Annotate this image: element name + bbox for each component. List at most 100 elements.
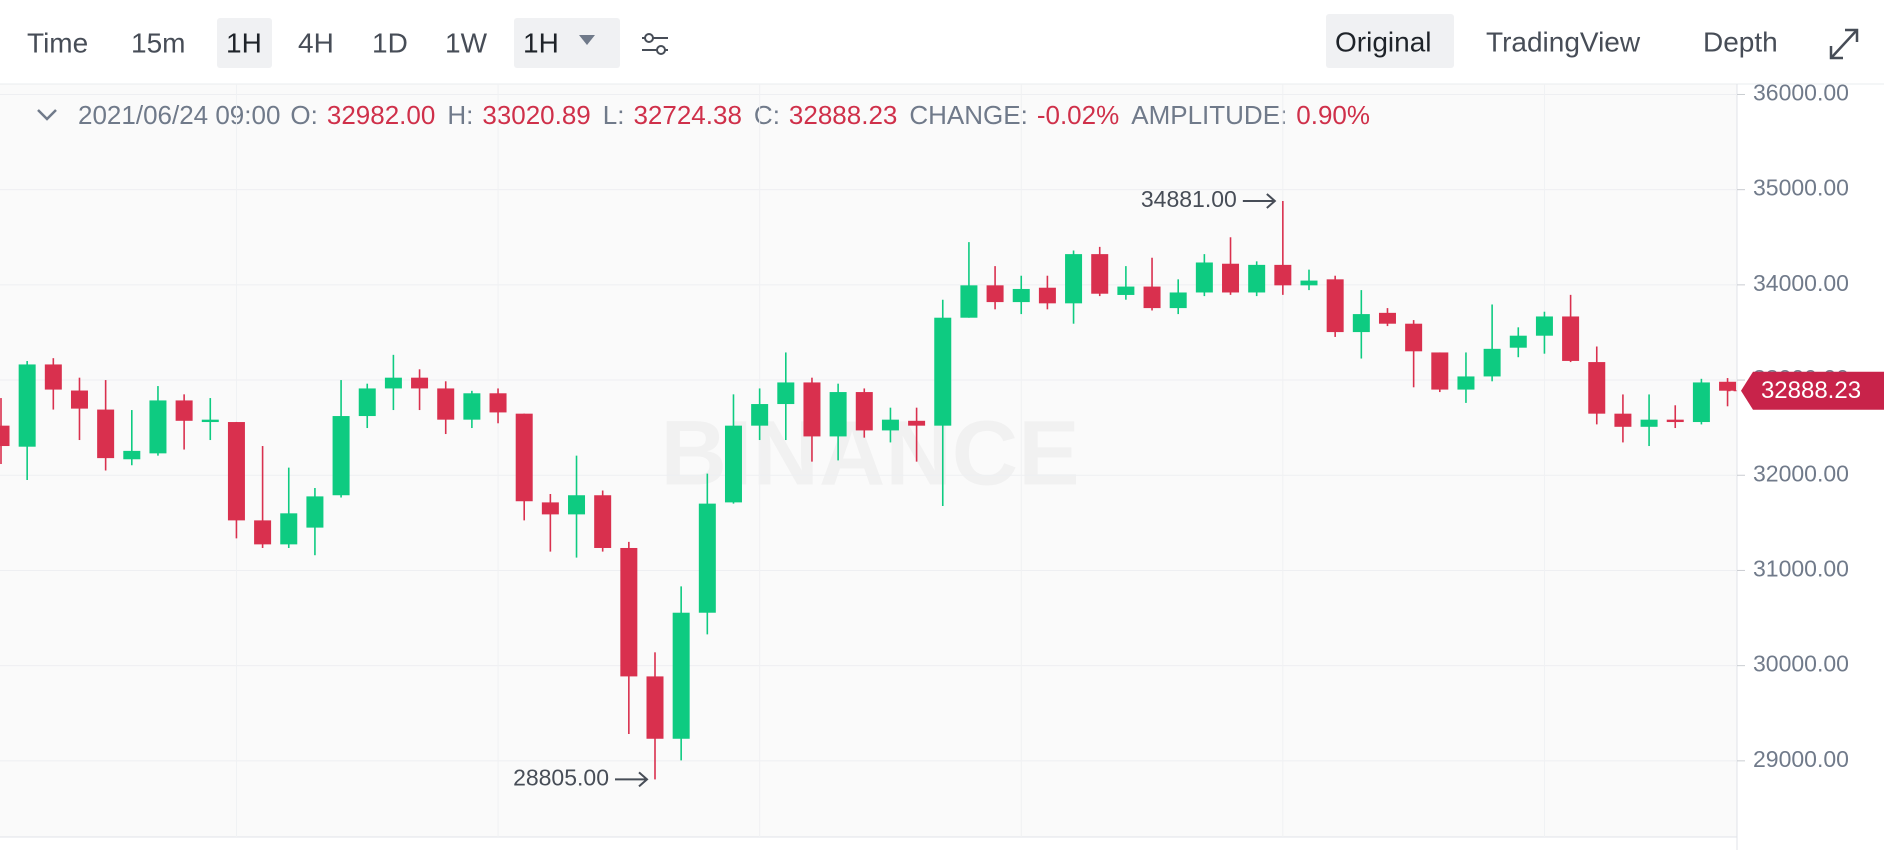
candle-body bbox=[97, 409, 115, 459]
candle-body bbox=[1614, 413, 1632, 427]
candle-body bbox=[1195, 262, 1213, 293]
interval-button[interactable]: Time bbox=[27, 27, 88, 58]
candle-body bbox=[306, 496, 324, 528]
y-tick-label: 36000.00 bbox=[1753, 80, 1849, 106]
candle-body bbox=[1091, 254, 1109, 294]
candle-body bbox=[1483, 348, 1501, 377]
dropdown-label[interactable]: 1H bbox=[523, 27, 559, 58]
candle-body bbox=[254, 520, 272, 545]
candle-body bbox=[70, 390, 88, 409]
candle-body bbox=[358, 388, 376, 417]
candle-body bbox=[986, 285, 1004, 303]
candle-body bbox=[175, 400, 193, 421]
candle-body bbox=[1378, 312, 1396, 324]
candle-body bbox=[594, 495, 612, 548]
candle-body bbox=[44, 364, 62, 390]
candle-body bbox=[1169, 292, 1187, 309]
candle-body bbox=[1222, 263, 1240, 293]
candle-body bbox=[463, 393, 481, 420]
candle-body bbox=[1065, 254, 1083, 304]
candle-body bbox=[1666, 419, 1684, 423]
label: H: bbox=[447, 100, 473, 130]
label: C: bbox=[754, 100, 780, 130]
y-axis: 36000.0035000.0034000.0033000.0032000.00… bbox=[1737, 80, 1884, 772]
candle-body bbox=[620, 547, 638, 677]
value: -0.02% bbox=[1037, 100, 1119, 130]
view-tab[interactable]: Original bbox=[1335, 26, 1431, 57]
interval-button[interactable]: 1H bbox=[226, 27, 262, 58]
active-view-bg bbox=[1326, 14, 1454, 68]
active-interval-bg bbox=[217, 18, 272, 68]
candle-body bbox=[489, 393, 507, 413]
interval-button[interactable]: 15m bbox=[131, 27, 185, 58]
high-annotation: 34881.00 bbox=[1141, 186, 1237, 212]
high-annotation-arrow bbox=[1242, 193, 1277, 209]
candle-body bbox=[829, 392, 847, 437]
candle-body bbox=[1640, 419, 1658, 427]
candle-body bbox=[1117, 286, 1135, 295]
ohlc-header: 2021/06/24 09:00 O: 32982.00 H: 33020.89 L: 32… bbox=[78, 100, 1370, 130]
candle-body bbox=[698, 503, 716, 613]
fullscreen-icon[interactable] bbox=[1829, 28, 1859, 60]
candle-body bbox=[855, 392, 873, 431]
candle-body bbox=[515, 413, 533, 502]
candle-body bbox=[1457, 376, 1475, 390]
candle-body bbox=[18, 364, 36, 447]
label: AMPLITUDE: bbox=[1131, 100, 1287, 130]
candle-body bbox=[149, 400, 167, 454]
candle-body bbox=[227, 422, 245, 521]
interval-button[interactable]: 4H bbox=[298, 27, 334, 58]
y-tick-label: 34000.00 bbox=[1753, 270, 1849, 296]
candle-body bbox=[1588, 362, 1606, 414]
y-tick-label: 29000.00 bbox=[1753, 746, 1849, 772]
low-annotation: 28805.00 bbox=[513, 764, 609, 790]
candle-body bbox=[1405, 323, 1423, 352]
settings-icon[interactable] bbox=[642, 33, 668, 55]
y-tick-label: 30000.00 bbox=[1753, 651, 1849, 677]
value: 0.90% bbox=[1296, 100, 1370, 130]
view-tab[interactable]: TradingView bbox=[1486, 26, 1641, 57]
grid bbox=[0, 84, 1737, 837]
candle-body bbox=[724, 425, 742, 503]
candle-body bbox=[541, 502, 559, 515]
value: 33020.89 bbox=[482, 100, 590, 130]
candle-body bbox=[123, 450, 141, 460]
candle-body bbox=[1352, 314, 1370, 333]
candle-body bbox=[1143, 286, 1161, 309]
collapse-chevron[interactable] bbox=[37, 109, 57, 121]
value: 32724.38 bbox=[633, 100, 741, 130]
candle-body bbox=[751, 404, 769, 426]
candle-body bbox=[1719, 381, 1737, 391]
interval-button[interactable]: 1W bbox=[445, 27, 488, 58]
candle-body bbox=[1431, 352, 1449, 390]
y-tick-label: 32000.00 bbox=[1753, 460, 1849, 486]
candle-body bbox=[777, 382, 795, 405]
candle-body bbox=[881, 419, 899, 431]
candle-body bbox=[908, 420, 926, 426]
interval-button[interactable]: 1D bbox=[372, 27, 408, 58]
candle-body bbox=[1562, 316, 1580, 361]
dropdown-bg[interactable] bbox=[514, 18, 620, 68]
value: 32982.00 bbox=[327, 100, 435, 130]
candle-body bbox=[280, 513, 298, 545]
price-tag-bg bbox=[1741, 371, 1884, 410]
low-annotation-arrow bbox=[615, 771, 649, 788]
candle-body bbox=[0, 425, 10, 447]
candle-body bbox=[1300, 280, 1318, 286]
candle-body bbox=[960, 285, 978, 318]
candle-body bbox=[1535, 316, 1553, 336]
y-tick-label: 35000.00 bbox=[1753, 175, 1849, 201]
view-tab[interactable]: Depth bbox=[1703, 26, 1778, 57]
plot-area bbox=[0, 84, 1737, 837]
candle-body bbox=[568, 495, 586, 515]
candle-body bbox=[803, 382, 821, 437]
candle-body bbox=[384, 377, 402, 389]
value: 32888.23 bbox=[789, 100, 897, 130]
candle-body bbox=[411, 377, 429, 389]
candle-body bbox=[201, 419, 219, 423]
candle-body bbox=[672, 612, 690, 739]
label: L: bbox=[603, 100, 625, 130]
dropdown-caret bbox=[579, 35, 595, 45]
candle-body bbox=[437, 388, 455, 420]
